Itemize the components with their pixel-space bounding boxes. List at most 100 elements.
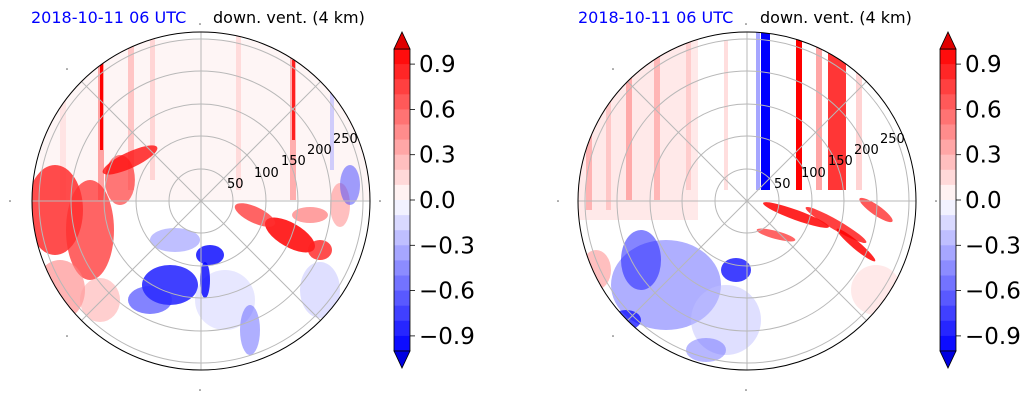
colorbar-level bbox=[940, 64, 956, 80]
field-blob bbox=[196, 245, 224, 265]
field-blob bbox=[240, 305, 260, 355]
field-streak bbox=[236, 32, 241, 190]
field-blob bbox=[340, 165, 360, 205]
field-blob bbox=[763, 202, 829, 228]
field-blob bbox=[756, 228, 796, 242]
angular-ticks bbox=[557, 23, 937, 391]
colorbar-level bbox=[940, 275, 956, 292]
polar-plot-left: 50 100 150 200 250 0.9 0.6 0.3 0.0 −0.3 −0.6 −… bbox=[9, 23, 475, 391]
colorbar-level bbox=[394, 260, 410, 276]
field-blob bbox=[581, 250, 611, 290]
field-shade-north bbox=[40, 40, 370, 200]
field-streak bbox=[686, 32, 691, 190]
field-blob bbox=[200, 262, 210, 298]
field-blob bbox=[292, 207, 328, 223]
colorbar-level bbox=[940, 79, 956, 95]
colorbar-level bbox=[940, 215, 956, 231]
colorbar-level bbox=[394, 64, 410, 80]
colorbar-level bbox=[940, 184, 956, 201]
field-blob bbox=[851, 265, 901, 315]
field-streak bbox=[654, 32, 660, 200]
polar-plot-right: 50 100 150 200 250 0.9 0.6 0.3 0.0 −0.3 −0.6 −… bbox=[557, 23, 1021, 391]
field-streak bbox=[330, 90, 334, 170]
colorbar-level bbox=[940, 230, 956, 246]
colorbar-tick-label: −0.9 bbox=[419, 324, 475, 350]
colorbar-extend-max bbox=[939, 31, 957, 50]
colorbar-level bbox=[394, 169, 410, 186]
field-streak bbox=[816, 32, 822, 190]
radial-tick-label: 100 bbox=[801, 166, 826, 181]
colorbar-tick-label: 0.9 bbox=[419, 52, 456, 78]
field-blob bbox=[128, 286, 172, 314]
colorbar-tick-label: 0.6 bbox=[419, 97, 456, 123]
radial-tick-label: 150 bbox=[828, 154, 853, 169]
colorbar-level bbox=[940, 94, 956, 110]
colorbar-level bbox=[940, 139, 956, 156]
colorbar-tick-label: −0.3 bbox=[965, 233, 1021, 259]
colorbar-level bbox=[940, 154, 956, 171]
colorbar-level bbox=[940, 260, 956, 276]
field-streak-negative bbox=[761, 32, 770, 190]
field-blob bbox=[308, 240, 332, 260]
field-blob bbox=[150, 228, 200, 252]
field-streak bbox=[626, 32, 632, 200]
colorbar-tick-label: 0.3 bbox=[965, 143, 1002, 169]
colorbar-level bbox=[394, 109, 410, 125]
colorbar-level bbox=[940, 200, 956, 216]
field-blob bbox=[721, 258, 751, 282]
colorbar-level bbox=[940, 49, 956, 65]
field-blob bbox=[805, 206, 867, 244]
field-streak bbox=[796, 32, 802, 190]
radial-tick-label: 250 bbox=[880, 132, 905, 147]
colorbar-tick-label: −0.6 bbox=[965, 279, 1021, 305]
colorbar-level bbox=[940, 169, 956, 186]
field-streak-negative bbox=[756, 32, 760, 190]
colorbar-level bbox=[394, 49, 410, 65]
chart-title-variable: down. vent. (4 km) bbox=[760, 8, 912, 27]
colorbar-level bbox=[940, 109, 956, 125]
field-streak bbox=[856, 40, 862, 190]
radial-tick-labels: 50 100 150 200 250 bbox=[774, 132, 905, 192]
field-blob bbox=[686, 338, 726, 362]
colorbar-level bbox=[940, 245, 956, 261]
field-streak bbox=[150, 32, 155, 180]
colorbar-tick-label: −0.9 bbox=[965, 324, 1021, 350]
field-blob bbox=[691, 285, 761, 355]
colorbar-tick-label: −0.6 bbox=[419, 279, 475, 305]
colorbar-tick-label: −0.3 bbox=[419, 233, 475, 259]
colorbar-level bbox=[394, 305, 410, 322]
polar-frame bbox=[577, 31, 917, 371]
polar-grid bbox=[32, 32, 370, 370]
colorbar-level bbox=[940, 290, 956, 307]
radial-tick-label: 250 bbox=[333, 132, 358, 147]
radial-tick-label: 200 bbox=[854, 143, 879, 158]
colorbar-extend-min bbox=[393, 350, 411, 369]
field-blob bbox=[195, 270, 255, 330]
field-streak bbox=[292, 60, 295, 140]
colorbar-level bbox=[940, 320, 956, 337]
colorbar-level bbox=[394, 139, 410, 156]
colorbar-level bbox=[394, 200, 410, 216]
colorbar-tick-label: 0.0 bbox=[965, 188, 1002, 214]
radial-tick-label: 100 bbox=[254, 166, 279, 181]
colorbar-tick-label: 0.3 bbox=[419, 143, 456, 169]
field-blob bbox=[80, 278, 120, 322]
colorbar: 0.9 0.6 0.3 0.0 −0.3 −0.6 −0.9 bbox=[393, 31, 475, 369]
field-blob bbox=[102, 145, 158, 175]
field-streak bbox=[586, 40, 592, 210]
colorbar: 0.9 0.6 0.3 0.0 −0.3 −0.6 −0.9 bbox=[939, 31, 1021, 369]
colorbar-level bbox=[394, 230, 410, 246]
chart-panel-left: 2018-10-11 06 UTC down. vent. (4 km) bbox=[9, 8, 475, 391]
colorbar-level bbox=[394, 275, 410, 292]
colorbar-tick-label: 0.0 bbox=[419, 188, 456, 214]
field-streak bbox=[724, 40, 728, 190]
chart-panel-right: 2018-10-11 06 UTC down. vent. (4 km) bbox=[546, 0, 1036, 401]
colorbar-level bbox=[394, 154, 410, 171]
colorbar-level bbox=[394, 290, 410, 307]
colorbar-level bbox=[394, 335, 410, 352]
colorbar-level bbox=[940, 305, 956, 322]
field-streak bbox=[606, 40, 611, 210]
colorbar-level bbox=[940, 335, 956, 352]
colorbar-level bbox=[394, 215, 410, 231]
field-blob bbox=[35, 260, 85, 320]
